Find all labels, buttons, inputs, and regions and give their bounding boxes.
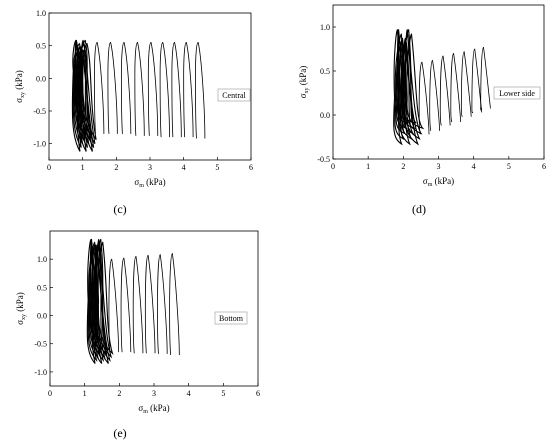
x-tick-label: 4 (182, 163, 186, 172)
x-tick-label: 1 (83, 389, 87, 398)
y-tick-label: 1.0 (37, 255, 47, 264)
y-tick-label: -0.5 (317, 155, 330, 164)
x-tick-label: 5 (215, 163, 219, 172)
cycle-loop-line (471, 48, 483, 114)
x-tick-label: 3 (152, 389, 156, 398)
cycle-loop-line (169, 253, 180, 356)
panel-label: (d) (412, 202, 426, 216)
x-axis-label: σm (kPa) (138, 403, 169, 415)
legend-box (217, 88, 251, 102)
cycle-loop-line (120, 257, 132, 353)
dense-loop-line (96, 238, 113, 359)
cycle-loop-line (480, 46, 491, 111)
cycle-loop-line (450, 52, 462, 123)
y-tick-label: 1.0 (36, 9, 46, 18)
dense-loop-line (403, 42, 421, 141)
cycle-loop-line (147, 41, 159, 136)
dense-loop-line (95, 247, 111, 362)
chart-panel-1: 0 1 2 3 4 5 6 -0.5 0.0 0.5 1.0 σm (kPa) σxy (kPa) Low… (298, 4, 546, 216)
y-tick-label: -1.0 (33, 140, 46, 149)
legend-label: Bottom (219, 314, 244, 323)
x-tick-label: 0 (331, 162, 335, 171)
cycle-loop-line (439, 55, 451, 126)
x-tick-label: 0 (48, 389, 52, 398)
y-tick-label: 0.5 (36, 42, 46, 51)
cycle-loop-line (134, 41, 145, 136)
y-tick-label: -0.5 (33, 107, 46, 116)
x-axis-label: σm (kPa) (423, 176, 454, 188)
x-tick-label: 3 (437, 162, 441, 171)
plot-frame (332, 4, 545, 160)
dense-loop-line (404, 29, 423, 135)
x-tick-label: 6 (249, 163, 253, 172)
cycle-loop-line (183, 41, 194, 138)
legend-label: Central (222, 91, 246, 100)
x-tick-label: 0 (47, 163, 51, 172)
x-tick-label: 3 (148, 163, 152, 172)
cycle-loop-line (94, 41, 105, 134)
chart-panel-2: 0 1 2 3 4 5 6 -1.0 -0.5 0.0 0.5 1.0 σm (kPa) σxy (kPa… (15, 230, 260, 440)
y-tick-label: 0.5 (37, 283, 47, 292)
dense-loop-line (79, 49, 95, 148)
x-tick-label: 6 (542, 162, 546, 171)
cycle-loop-line (144, 254, 156, 354)
cycle-loop-line (159, 41, 170, 138)
x-tick-label: 4 (472, 162, 476, 171)
cycle-loop-line (171, 41, 182, 138)
cycle-loop-line (460, 51, 472, 118)
chart-panel-0: 0 1 2 3 4 5 6 -1.0 -0.5 0.0 0.5 1.0 σm (kPa) σxy (kPa… (14, 9, 253, 216)
legend-box (214, 311, 248, 325)
y-tick-label: 1.0 (320, 23, 330, 32)
cycle-loop-line (120, 41, 132, 134)
y-tick-label: 0.0 (37, 312, 47, 321)
y-tick-label: -1.0 (34, 368, 47, 377)
cycle-loop-line (107, 41, 118, 134)
dense-loop-line (82, 43, 97, 141)
x-tick-label: 4 (187, 389, 191, 398)
dense-loop-line (97, 241, 114, 355)
panel-label: (c) (113, 202, 126, 216)
x-tick-label: 5 (507, 162, 511, 171)
y-tick-label: -0.5 (34, 340, 47, 349)
cycle-loop-line (132, 255, 144, 354)
y-axis-label: σxy (kPa) (14, 70, 26, 103)
y-tick-label: 0.5 (320, 67, 330, 76)
x-tick-label: 2 (117, 389, 121, 398)
cycle-loop-line (195, 41, 206, 139)
x-tick-label: 1 (366, 162, 370, 171)
cycle-loop-line (108, 258, 120, 353)
cycle-loop-line (429, 60, 440, 131)
legend-box (493, 86, 541, 100)
x-axis-label: σm (kPa) (134, 177, 165, 189)
y-tick-label: 0.0 (36, 74, 46, 83)
cycle-loop-line (418, 61, 430, 135)
x-tick-label: 2 (114, 163, 118, 172)
y-tick-label: 0.0 (320, 111, 330, 120)
dense-loop-line (80, 39, 96, 144)
y-axis-label: σxy (kPa) (15, 292, 27, 325)
x-tick-label: 5 (221, 389, 225, 398)
y-axis-label: σxy (kPa) (298, 66, 310, 99)
x-tick-label: 1 (81, 163, 85, 172)
x-tick-label: 2 (401, 162, 405, 171)
legend-label: Lower side (499, 89, 535, 98)
x-tick-label: 6 (256, 389, 260, 398)
dense-loop-line (406, 33, 425, 130)
plot-frame (49, 230, 259, 387)
cycle-loop-line (157, 254, 168, 354)
panel-label: (e) (113, 426, 126, 440)
